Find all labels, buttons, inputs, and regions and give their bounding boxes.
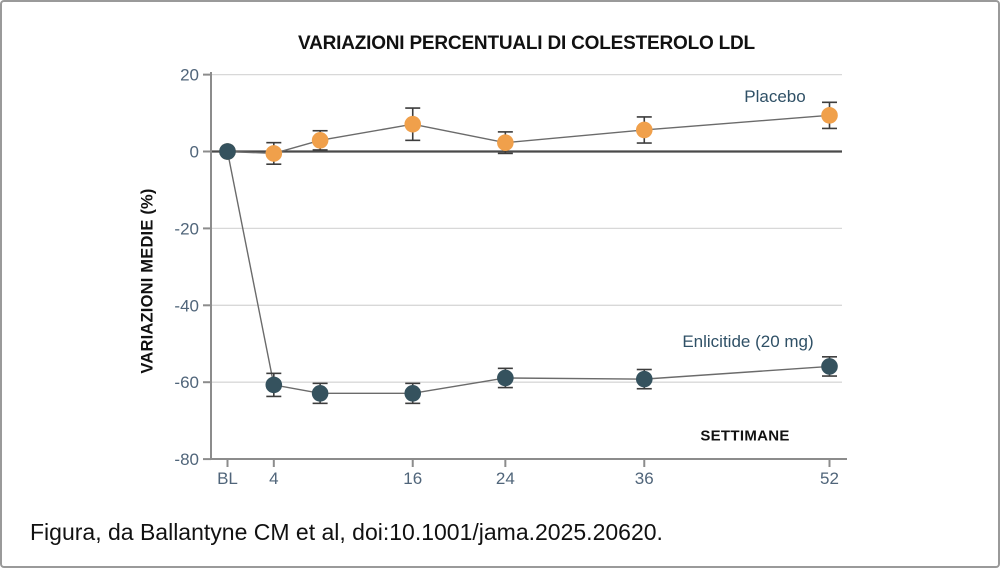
axes (210, 72, 847, 460)
x-tick-label: 24 (496, 469, 515, 488)
x-tick-label: 36 (635, 469, 654, 488)
series-line (226, 151, 830, 395)
series-label-enlicitide: Enlicitide (20 mg) (682, 332, 814, 351)
data-point (821, 107, 838, 124)
gridlines (211, 73, 842, 383)
x-axis-title: SETTIMANE (700, 427, 790, 445)
data-point (311, 132, 329, 149)
figure-caption: Figura, da Ballantyne CM et al, doi:10.1… (30, 519, 663, 545)
x-tick-label: BL (217, 469, 238, 488)
x-tick-label: 4 (269, 469, 278, 488)
x-tick-label: 52 (820, 469, 839, 488)
y-tick-label: -40 (174, 296, 199, 315)
series-label-placebo: Placebo (744, 87, 806, 106)
data-point (497, 134, 514, 151)
x-tick-label: 16 (403, 469, 422, 488)
y-axis-ticks: 20 0 -20 -40 -60 -80 (174, 66, 211, 469)
y-tick-label: -20 (174, 219, 199, 238)
data-point (404, 385, 422, 402)
series-enlicitide (219, 143, 838, 405)
series-placebo (219, 101, 838, 165)
y-tick-label: 0 (190, 142, 199, 161)
y-tick-label: -80 (174, 450, 199, 469)
chart-title: VARIAZIONI PERCENTUALI DI COLESTEROLO LD… (298, 33, 755, 54)
data-point (635, 121, 653, 139)
baseline-point (219, 143, 236, 160)
data-point (821, 358, 838, 375)
x-axis-ticks: BL 4 16 24 36 52 (217, 459, 839, 488)
data-point (265, 376, 283, 394)
data-point (311, 385, 329, 402)
y-tick-label: -60 (174, 373, 199, 392)
data-point (404, 115, 422, 133)
data-point (497, 369, 514, 387)
data-point (265, 145, 283, 162)
y-tick-label: 20 (180, 66, 199, 85)
data-point (635, 370, 653, 388)
